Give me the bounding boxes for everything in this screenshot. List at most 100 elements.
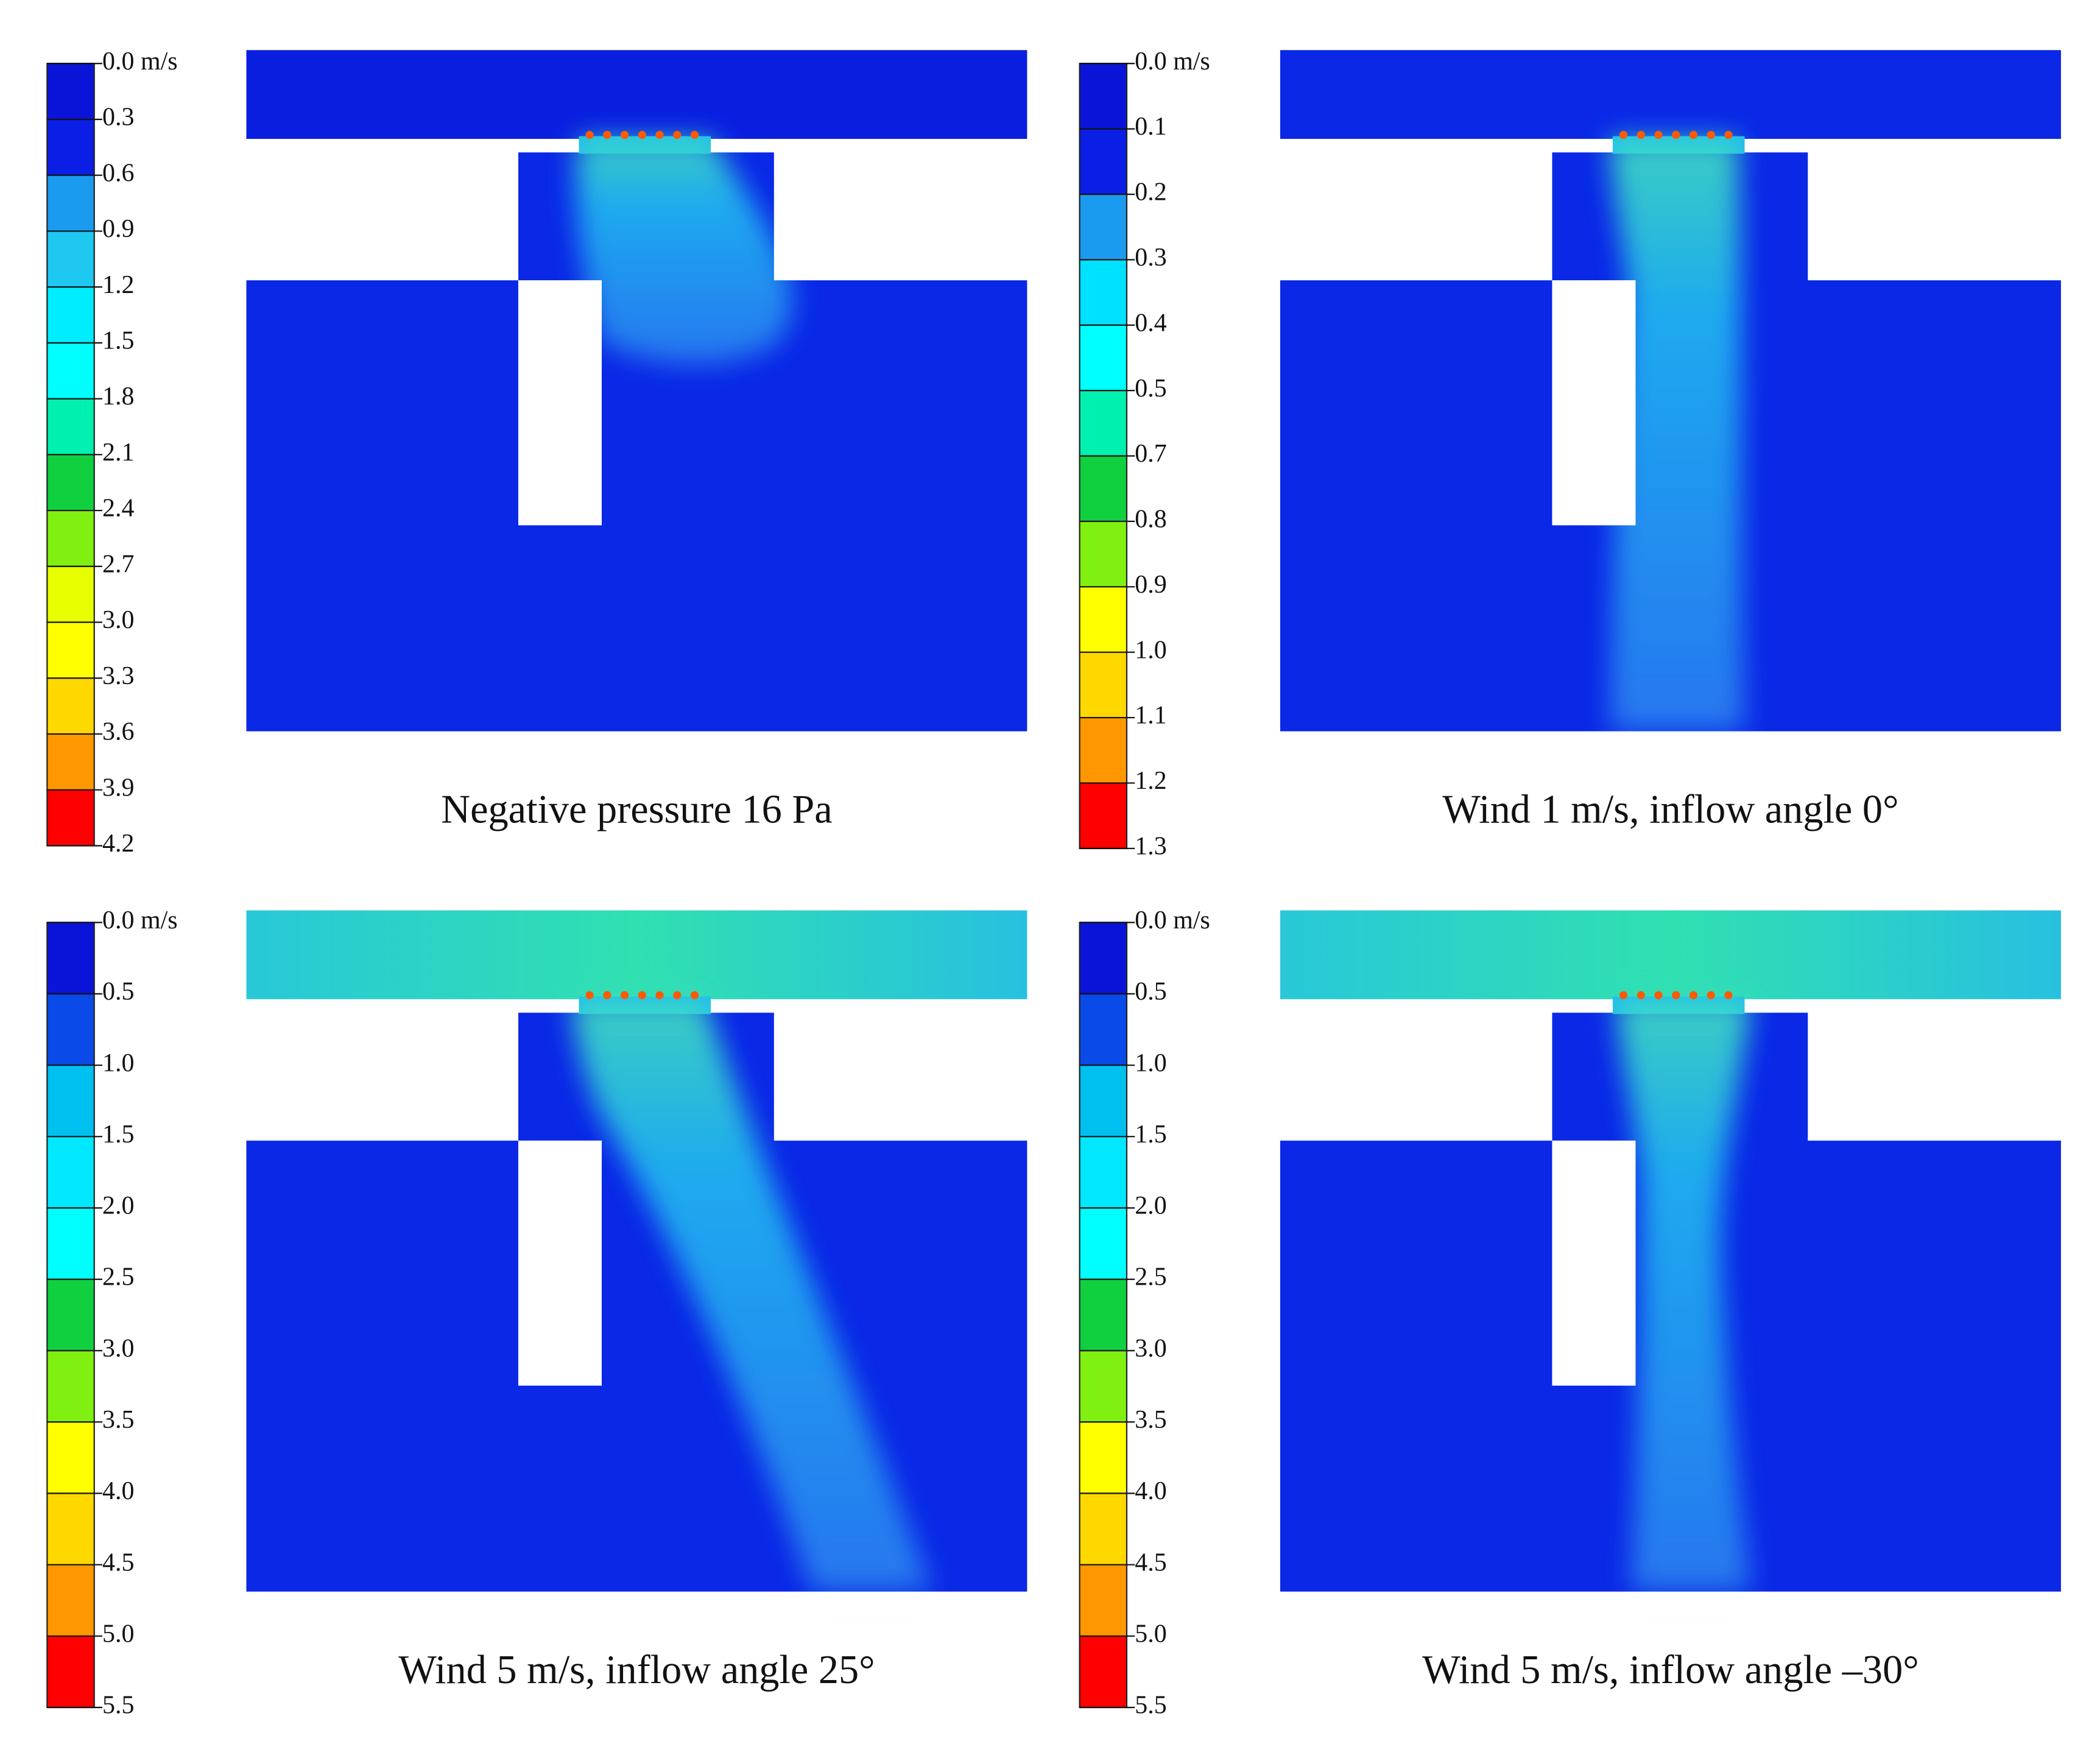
nozzle <box>690 991 699 1000</box>
colorbar-label: 2.7 <box>102 550 134 578</box>
gap-right <box>1744 999 2061 1013</box>
colorbar-label: 1.0 <box>1135 1049 1166 1077</box>
clip-bottom <box>233 731 1041 758</box>
panel: 0.0 m/s 0.1 0.2 0.3 0.4 0.5 0.7 0.8 0.9 1.0 1.1 1.2… <box>1079 29 2075 860</box>
colorbar-segment <box>1079 718 1127 784</box>
nozzle <box>655 130 664 139</box>
gap-left <box>1280 139 1613 153</box>
colorbar-label: 5.5 <box>102 1692 134 1720</box>
clip-bottom <box>1266 731 2075 758</box>
wall-column <box>518 1140 602 1386</box>
colorbar-segment <box>1079 129 1127 196</box>
colorbar-label: 0.4 <box>1135 309 1166 337</box>
colorbar-label: 0.8 <box>1135 506 1166 534</box>
colorbar-segment <box>1079 1493 1127 1566</box>
colorbar-label: 3.3 <box>102 662 134 690</box>
colorbar-segment <box>47 119 94 176</box>
upper-domain <box>1280 50 2061 139</box>
flow-field <box>233 890 1041 1619</box>
colorbar-label: 1.8 <box>102 383 134 411</box>
colorbar-label: 3.0 <box>102 1335 134 1363</box>
nozzle <box>1637 130 1645 139</box>
colorbar-segment <box>1079 194 1127 261</box>
gap-side-right <box>773 152 1027 281</box>
gap-side-right <box>1808 1012 2061 1141</box>
colorbar-segment <box>47 398 94 456</box>
colorbar-label: 0.6 <box>102 159 134 187</box>
colorbar-label: 2.1 <box>102 439 134 467</box>
colorbar-segment <box>1079 1207 1127 1280</box>
gap-right <box>1744 139 2061 153</box>
wall-column <box>518 280 602 526</box>
colorbar-segment <box>47 622 94 679</box>
colorbar-segment <box>47 994 94 1066</box>
nozzle <box>1707 130 1715 139</box>
colorbar-label: 0.9 <box>1135 571 1166 599</box>
gap-right <box>711 999 1027 1013</box>
colorbar-segment <box>1079 1350 1127 1423</box>
colorbar-segment <box>1079 63 1127 130</box>
colorbar-label: 0.2 <box>1135 178 1166 207</box>
colorbar-segment <box>1079 994 1127 1066</box>
gap-side-left <box>1280 152 1552 281</box>
nozzle <box>673 991 682 1000</box>
nozzle <box>638 130 646 139</box>
gap-side-left <box>246 152 518 281</box>
colorbar-segment <box>47 1136 94 1209</box>
colorbar-label: 4.2 <box>102 830 134 858</box>
panel: 0.0 m/s 0.3 0.6 0.9 1.2 1.5 1.8 2.1 2.4 2.7 3.0 3.3… <box>46 29 1041 858</box>
caption: Wind 5 m/s, inflow angle 25° <box>398 1648 875 1692</box>
colorbar-label: 2.4 <box>102 495 134 523</box>
nozzle <box>655 991 664 1000</box>
nozzle <box>585 991 594 1000</box>
colorbar-segment <box>47 1636 94 1709</box>
colorbar-label: 2.0 <box>1135 1192 1166 1220</box>
colorbar-segment <box>1079 1136 1127 1209</box>
panel: 0.0 m/s 0.5 1.0 1.5 2.0 2.5 3.0 3.5 4.0 4.5 5.0 5.5… <box>46 890 1041 1720</box>
gap-side-right <box>773 1012 1027 1141</box>
colorbar-label: 0.0 m/s <box>102 906 178 934</box>
gap-left <box>246 139 579 153</box>
wall-column <box>1552 280 1636 526</box>
colorbar-label: 0.3 <box>102 104 134 132</box>
colorbar-label: 0.9 <box>102 215 134 243</box>
nozzle <box>1619 130 1628 139</box>
clip-bottom <box>233 1591 1041 1619</box>
colorbar-label: 1.5 <box>102 327 134 355</box>
colorbar-segment <box>47 231 94 288</box>
nozzle <box>1689 130 1698 139</box>
nozzle <box>1672 991 1680 1000</box>
nozzle <box>1724 130 1733 139</box>
nozzle <box>620 130 629 139</box>
clip-bottom <box>1266 1591 2075 1619</box>
colorbar-label: 1.0 <box>102 1049 134 1077</box>
nozzle <box>1724 991 1733 1000</box>
colorbar-label: 1.1 <box>1135 702 1166 730</box>
colorbar-segment <box>1079 1564 1127 1637</box>
upper-domain <box>246 910 1027 1000</box>
lower-domain <box>246 1140 1027 1592</box>
colorbar-segment <box>47 922 94 995</box>
gap-left <box>246 999 579 1013</box>
plume <box>1610 139 1745 732</box>
colorbar-segment <box>47 678 94 735</box>
upper-domain <box>1280 910 2061 1000</box>
nozzle <box>1619 991 1628 1000</box>
colorbar-label: 0.7 <box>1135 440 1166 468</box>
colorbar-label: 5.0 <box>1135 1620 1166 1648</box>
caption: Wind 1 m/s, inflow angle 0° <box>1442 788 1898 832</box>
nozzle <box>673 130 682 139</box>
flow-field <box>1266 29 2075 758</box>
nozzle <box>603 130 611 139</box>
gap-side-left <box>1280 1012 1552 1141</box>
colorbar-label: 0.5 <box>1135 978 1166 1006</box>
colorbar-label: 4.0 <box>1135 1477 1166 1505</box>
nozzle <box>1707 991 1715 1000</box>
colorbar-segment <box>47 733 94 791</box>
colorbar-label: 0.5 <box>102 978 134 1006</box>
wall-column <box>1552 1140 1636 1386</box>
colorbar-segment <box>1079 1065 1127 1137</box>
nozzle <box>603 991 611 1000</box>
